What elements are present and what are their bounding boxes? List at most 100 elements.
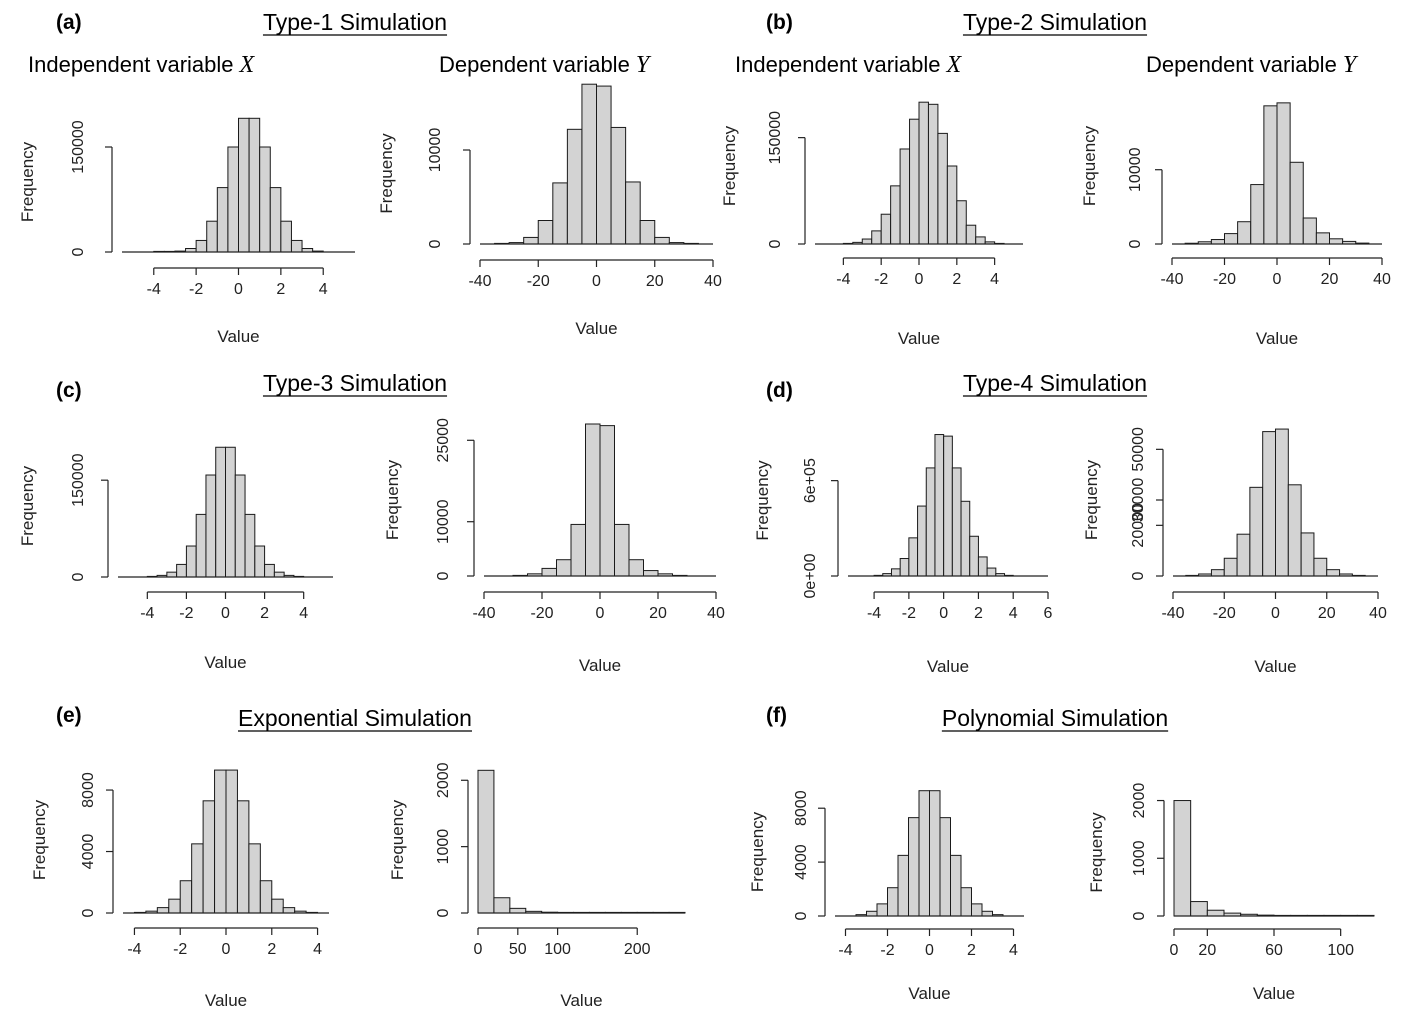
x-axis-title-e-x: Value xyxy=(205,991,247,1010)
bar-b-y-3 xyxy=(1224,233,1239,245)
bar-d-x-11 xyxy=(969,535,979,577)
histogram-b-y: -40 -20 0 20 40 0 10000 Value Frequency xyxy=(1080,102,1391,348)
x-tick-label-a-x-3: 2 xyxy=(276,281,285,298)
x-tick-label-f-y-2: 60 xyxy=(1265,942,1283,959)
bar-c-y-7 xyxy=(614,523,630,577)
bar-e-x-7 xyxy=(214,769,227,914)
bar-a-x-11 xyxy=(269,187,282,253)
histogram-e-x: -4 -2 0 2 4 0 4000 8000 Value Frequency xyxy=(30,769,329,1010)
bar-d-x-6 xyxy=(925,467,936,577)
y-axis-title-f-y: Frequency xyxy=(1087,812,1106,893)
x-tick-label-f-x-3: 2 xyxy=(967,942,976,959)
x-tick-label-d-y-0: -40 xyxy=(1161,605,1184,622)
panel-f-title: Polynomial Simulation xyxy=(942,705,1168,731)
histogram-a-x: -4 -2 0 2 4 0 150000 Value Frequency xyxy=(18,117,355,346)
bar-c-y-4 xyxy=(570,523,586,577)
y-tick-label-f-y-0: 0 xyxy=(1131,911,1148,920)
y-tick-label-d-y-1: 20000 xyxy=(1130,503,1147,548)
y-tick-label-b-x-0: 0 xyxy=(767,239,784,248)
panel-b-independent-label: Independent variable X xyxy=(735,52,963,78)
bar-c-x-13 xyxy=(273,571,285,578)
x-tick-label-b-x-4: 4 xyxy=(990,271,999,288)
bar-b-x-14 xyxy=(975,236,986,245)
x-axis-title-e-y: Value xyxy=(560,991,602,1010)
y-tick-label-a-x-0: 0 xyxy=(70,247,87,256)
x-tick-label-b-x-1: -2 xyxy=(874,271,888,288)
bar-b-y-9 xyxy=(1302,217,1317,245)
bar-e-x-12 xyxy=(271,898,284,914)
bar-b-x-6 xyxy=(899,148,911,245)
x-tick-label-b-y-2: 0 xyxy=(1273,271,1282,288)
bar-c-y-3 xyxy=(556,559,572,577)
bar-c-x-3 xyxy=(176,563,187,578)
histogram-f-x: -4 -2 0 2 4 0 4000 8000 Value Frequency xyxy=(748,790,1024,1003)
bar-a-x-9 xyxy=(248,117,261,253)
x-tick-label-c-y-2: 0 xyxy=(596,605,605,622)
bar-a-x-13 xyxy=(290,239,303,253)
panel-a-dependent-label: Dependent variable Y xyxy=(439,52,652,78)
x-tick-label-d-x-0: -4 xyxy=(867,605,881,622)
x-tick-label-d-y-3: 20 xyxy=(1318,605,1336,622)
bar-e-x-6 xyxy=(202,800,216,914)
panel-c-title: Type-3 Simulation xyxy=(263,370,447,396)
x-tick-label-f-y-0: 0 xyxy=(1170,942,1179,959)
bar-d-x-9 xyxy=(951,467,962,577)
bar-b-x-3 xyxy=(871,230,882,245)
bar-a-x-7 xyxy=(227,146,239,253)
dependent-text: Dependent variable xyxy=(439,52,630,77)
bar-f-x-7 xyxy=(929,790,941,917)
bar-c-x-4 xyxy=(185,545,197,578)
x-axis-title-b-y: Value xyxy=(1256,329,1298,348)
x-tick-label-a-x-1: -2 xyxy=(189,281,203,298)
bar-a-x-6 xyxy=(216,187,229,253)
bar-b-y-11 xyxy=(1329,238,1344,245)
bar-b-x-8 xyxy=(918,101,929,245)
bar-b-y-8 xyxy=(1289,161,1304,245)
y-axis-title-a-x: Frequency xyxy=(18,141,37,222)
x-tick-label-d-y-4: 40 xyxy=(1369,605,1387,622)
x-tick-label-e-y-3: 200 xyxy=(624,941,651,958)
x-tick-label-b-y-1: -20 xyxy=(1213,271,1236,288)
bar-a-x-4 xyxy=(195,239,208,253)
bar-f-y-2 xyxy=(1206,909,1225,917)
x-tick-label-d-x-2: 0 xyxy=(939,605,948,622)
x-tick-label-e-y-2: 100 xyxy=(544,941,571,958)
x-tick-label-d-x-5: 6 xyxy=(1044,605,1053,622)
x-tick-label-c-y-1: -20 xyxy=(530,605,553,622)
histogram-d-x: -4 -2 0 2 4 6 0e+00 6e+05 Value Frequency xyxy=(753,434,1053,676)
x-tick-label-b-y-3: 20 xyxy=(1321,271,1339,288)
bar-b-x-4 xyxy=(880,213,892,245)
panel-a-independent-label: Independent variable X xyxy=(28,52,256,78)
bar-c-y-5 xyxy=(585,423,601,577)
x-axis-title-c-y: Value xyxy=(579,656,621,675)
bar-c-y-8 xyxy=(628,559,644,577)
x-tick-label-b-x-0: -4 xyxy=(836,271,850,288)
y-tick-label-d-y-2: 30000 xyxy=(1130,478,1147,523)
y-tick-label-c-x-1: 150000 xyxy=(70,453,87,506)
bar-a-x-12 xyxy=(280,220,292,253)
bar-e-x-10 xyxy=(248,843,261,914)
bar-b-x-10 xyxy=(937,132,948,245)
bar-c-x-2 xyxy=(166,571,178,578)
x-axis-title-f-x: Value xyxy=(908,984,950,1003)
bar-a-y-10 xyxy=(639,220,656,245)
bar-f-x-12 xyxy=(981,910,993,917)
x-tick-label-a-y-4: 40 xyxy=(704,273,722,290)
y-axis-title-d-x: Frequency xyxy=(753,460,772,541)
bar-f-x-8 xyxy=(939,817,951,917)
x-tick-label-a-x-2: 0 xyxy=(234,281,243,298)
bar-e-y-0 xyxy=(477,769,495,914)
x-tick-label-e-y-0: 0 xyxy=(474,941,483,958)
bar-c-x-5 xyxy=(195,513,207,578)
bar-d-x-3 xyxy=(899,558,910,577)
panel-b-letter: (b) xyxy=(766,11,793,34)
bar-e-x-4 xyxy=(179,880,193,914)
x-tick-label-d-x-1: -2 xyxy=(902,605,916,622)
x-tick-label-a-y-3: 20 xyxy=(646,273,664,290)
panel-f-letter: (f) xyxy=(766,704,787,727)
bar-c-x-8 xyxy=(225,446,236,578)
x-tick-label-e-x-4: 4 xyxy=(313,941,322,958)
y-tick-label-b-y-1: 10000 xyxy=(1127,147,1144,192)
